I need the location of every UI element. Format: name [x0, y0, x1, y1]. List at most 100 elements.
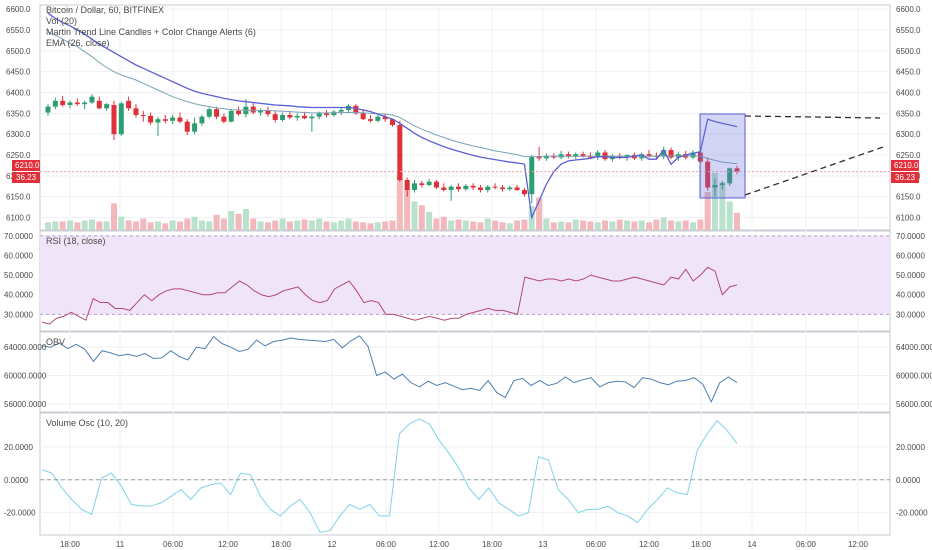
time-tick: 12:00 — [429, 540, 450, 549]
legend-vol: Vol (20) — [46, 16, 77, 26]
candle-body — [375, 116, 381, 121]
time-tick: 06:00 — [163, 540, 184, 549]
obv-tick-right: 60000.0000 — [896, 372, 932, 381]
candle-body — [287, 115, 293, 118]
candle-body — [82, 102, 88, 105]
volume-bar — [140, 218, 147, 230]
upper-trend-line[interactable] — [744, 115, 881, 119]
volume-bar — [59, 221, 66, 230]
legend-rsi: RSI (18, close) — [46, 236, 106, 246]
volume-bar — [389, 220, 396, 230]
time-tick: 18:00 — [60, 540, 81, 549]
rsi-tick-left: 30.0000 — [4, 310, 33, 319]
vosc-tick-left: 20.0000 — [4, 443, 33, 452]
candle-body — [705, 161, 711, 188]
time-tick: 12:00 — [848, 540, 869, 549]
candle-body — [228, 110, 234, 122]
rsi-tick-left: 50.0000 — [4, 271, 33, 280]
selection-rectangle[interactable] — [699, 113, 746, 199]
rsi-pane — [40, 235, 890, 325]
volume-bar — [477, 222, 484, 230]
candle-body — [712, 185, 718, 188]
volume-bar — [162, 223, 169, 230]
volume-bar — [308, 220, 315, 230]
candle-body — [661, 150, 667, 157]
candle-body — [133, 108, 139, 115]
time-tick: 14 — [748, 540, 757, 549]
candle-body — [353, 105, 359, 114]
volume-bar — [66, 220, 73, 230]
volume-bar — [609, 221, 616, 230]
volume-bars — [45, 172, 740, 230]
candle-body — [499, 187, 505, 190]
volume-bar — [125, 220, 132, 230]
volume-bar — [631, 221, 638, 230]
volume-bar — [228, 210, 235, 230]
vosc-tick-right: 0.0000 — [896, 476, 921, 485]
volume-bar — [81, 220, 88, 230]
volume-bar — [580, 220, 587, 230]
candle-body — [316, 113, 322, 117]
candle-body — [573, 154, 579, 157]
volume-bar — [675, 221, 682, 230]
volume-badge-right — [891, 172, 919, 183]
price-tick-left: 6450.0 — [6, 68, 31, 77]
price-tick-right: 6600.0 — [896, 5, 921, 14]
overlays — [40, 12, 890, 220]
candle-body — [390, 119, 395, 125]
volume-bar — [367, 223, 374, 230]
candle-body — [507, 187, 513, 190]
time-tick: 06:00 — [586, 540, 607, 549]
candle-body — [477, 187, 483, 190]
candle-body — [521, 190, 527, 195]
candle-body — [470, 185, 476, 188]
time-tick: 18:00 — [482, 540, 503, 549]
rsi-tick-right: 40.0000 — [896, 291, 925, 300]
volume-bar — [198, 220, 205, 230]
volume-bar — [169, 220, 176, 230]
price-tick-right: 6400.0 — [896, 89, 921, 98]
candle-body — [404, 180, 410, 190]
candle-body — [126, 100, 132, 109]
price-tick-left: 6150.0 — [6, 193, 31, 202]
price-tick-left: 6250.0 — [6, 151, 31, 160]
volume-bar — [294, 220, 301, 230]
candle-body — [60, 100, 66, 105]
volume-bar — [264, 222, 271, 230]
volume-bar — [220, 218, 227, 230]
obv-tick-left: 56000.0000 — [4, 400, 47, 409]
candle-body — [118, 103, 124, 135]
candle-body — [382, 116, 388, 120]
candle-body — [448, 186, 454, 190]
rsi-line — [41, 266, 738, 325]
volume-bar — [646, 222, 653, 230]
candle-body — [727, 168, 733, 184]
vosc-pane-frame — [39, 412, 891, 536]
obv-pane-frame — [39, 331, 891, 413]
volume-bar — [426, 211, 433, 230]
ema-line — [47, 31, 738, 165]
candle-body — [419, 183, 425, 185]
time-tick: 06:00 — [376, 540, 397, 549]
trend-line-candles — [47, 12, 738, 220]
candle-body — [272, 114, 278, 120]
volume-bar — [396, 172, 403, 230]
candle-body — [199, 116, 205, 124]
candle-body — [543, 155, 549, 159]
candle-body — [170, 117, 176, 121]
price-tick-right: 6250.0 — [896, 151, 921, 160]
time-tick: 12 — [328, 540, 337, 549]
candle-body — [433, 181, 439, 188]
price-tick-left: 6500.0 — [6, 47, 31, 56]
candle-body — [250, 106, 256, 113]
volume-bar — [96, 221, 103, 230]
lower-trend-line[interactable] — [744, 145, 887, 196]
time-tick: 12:00 — [639, 540, 660, 549]
candle-body — [45, 106, 51, 113]
candle-body — [111, 105, 117, 135]
volume-bar — [638, 220, 645, 230]
volume-bar — [323, 221, 330, 230]
volume-bar — [191, 216, 198, 230]
obv-line — [41, 335, 738, 403]
candle-body — [485, 186, 491, 190]
